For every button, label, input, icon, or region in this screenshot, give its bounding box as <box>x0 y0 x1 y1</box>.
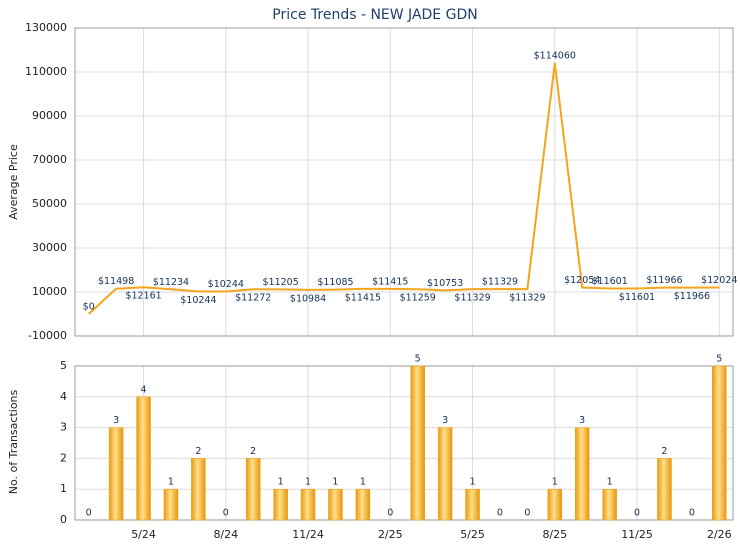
bar <box>574 427 590 521</box>
data-label: 0 <box>387 508 393 519</box>
y-tick-label: 30000 <box>32 241 67 254</box>
data-label: 1 <box>305 477 311 488</box>
data-label: $114060 <box>534 51 576 62</box>
x-tick-label: 8/24 <box>213 528 238 541</box>
data-label: $11329 <box>454 293 490 304</box>
data-label: $11415 <box>345 292 381 303</box>
bar <box>355 488 371 521</box>
x-tick-label: 2/25 <box>378 528 403 541</box>
data-label: 3 <box>113 415 119 426</box>
data-label: $12054 <box>564 275 600 286</box>
bar <box>437 427 453 521</box>
data-label: 2 <box>661 446 667 457</box>
x-tick-label: 5/24 <box>131 528 156 541</box>
data-label: 0 <box>524 508 530 519</box>
data-label: 0 <box>223 508 229 519</box>
y-tick-label: 10000 <box>32 285 67 298</box>
data-label: $11329 <box>482 277 518 288</box>
data-label: $11272 <box>235 293 271 304</box>
y-tick-label: 110000 <box>25 65 67 78</box>
data-label: $10244 <box>180 295 216 306</box>
data-label: $12161 <box>125 291 161 302</box>
data-label: $11966 <box>674 291 710 302</box>
data-label: $11601 <box>619 292 655 303</box>
x-tick-label: 8/25 <box>542 528 567 541</box>
bar <box>273 488 288 521</box>
y-axis-label: Average Price <box>7 144 20 220</box>
data-label: $10984 <box>290 293 326 304</box>
data-label: $10244 <box>208 279 244 290</box>
bar <box>602 488 617 521</box>
y-tick-label: 90000 <box>32 109 67 122</box>
chart-title: Price Trends - NEW JADE GDN <box>272 7 477 23</box>
bar <box>191 458 206 521</box>
data-label: 2 <box>250 446 256 457</box>
data-label: $12024 <box>701 275 737 286</box>
bar <box>136 396 151 521</box>
data-label: 1 <box>470 477 476 488</box>
data-label: 1 <box>168 477 174 488</box>
y-tick-label: 2 <box>60 451 67 464</box>
bar <box>712 365 727 521</box>
x-tick-label: 5/25 <box>460 528 485 541</box>
data-label: 0 <box>86 508 92 519</box>
x-tick-label: 2/26 <box>707 528 732 541</box>
y-tick-label: 3 <box>60 421 67 434</box>
data-label: $0 <box>83 302 95 313</box>
x-tick-label: 11/24 <box>292 528 324 541</box>
bar <box>108 427 124 521</box>
y-tick-label: 70000 <box>32 153 67 166</box>
data-label: $10753 <box>427 278 463 289</box>
bar <box>245 458 261 521</box>
bar <box>547 488 563 521</box>
data-label: $11085 <box>317 277 353 288</box>
plot-frame <box>74 365 734 521</box>
data-label: $11234 <box>153 277 189 288</box>
bar <box>465 488 480 521</box>
data-label: 1 <box>332 477 338 488</box>
bar <box>657 458 672 521</box>
data-label: $11329 <box>509 293 545 304</box>
data-label: 0 <box>689 508 695 519</box>
x-tick-label: 11/25 <box>621 528 653 541</box>
data-label: 5 <box>716 354 722 365</box>
data-label: 5 <box>415 354 421 365</box>
y-tick-label: 50000 <box>32 197 67 210</box>
y-tick-label: 0 <box>60 513 67 526</box>
data-label: 4 <box>141 384 147 395</box>
data-label: $11601 <box>591 276 627 287</box>
data-label: $11205 <box>262 277 298 288</box>
bar <box>163 488 179 521</box>
y-tick-label: 5 <box>60 359 67 372</box>
data-label: 1 <box>360 477 366 488</box>
data-label: 1 <box>607 477 613 488</box>
data-label: 3 <box>579 415 585 426</box>
y-tick-label: -10000 <box>28 329 67 342</box>
data-label: 3 <box>442 415 448 426</box>
y-tick-label: 4 <box>60 390 67 403</box>
price-line <box>88 62 720 315</box>
plot-frame <box>74 27 734 337</box>
data-label: 2 <box>195 446 201 457</box>
data-label: $11259 <box>400 293 436 304</box>
data-label: $11415 <box>372 276 408 287</box>
bar <box>300 488 316 521</box>
data-label: 1 <box>278 477 284 488</box>
bar <box>410 365 425 521</box>
y-axis-label: No. of Transactions <box>7 389 20 494</box>
data-label: $11966 <box>646 275 682 286</box>
bar <box>328 488 343 521</box>
data-label: 1 <box>552 477 558 488</box>
y-tick-label: 1 <box>60 482 67 495</box>
data-label: $11498 <box>98 276 134 287</box>
data-label: 0 <box>497 508 503 519</box>
y-tick-label: 130000 <box>25 21 67 34</box>
data-label: 0 <box>634 508 640 519</box>
